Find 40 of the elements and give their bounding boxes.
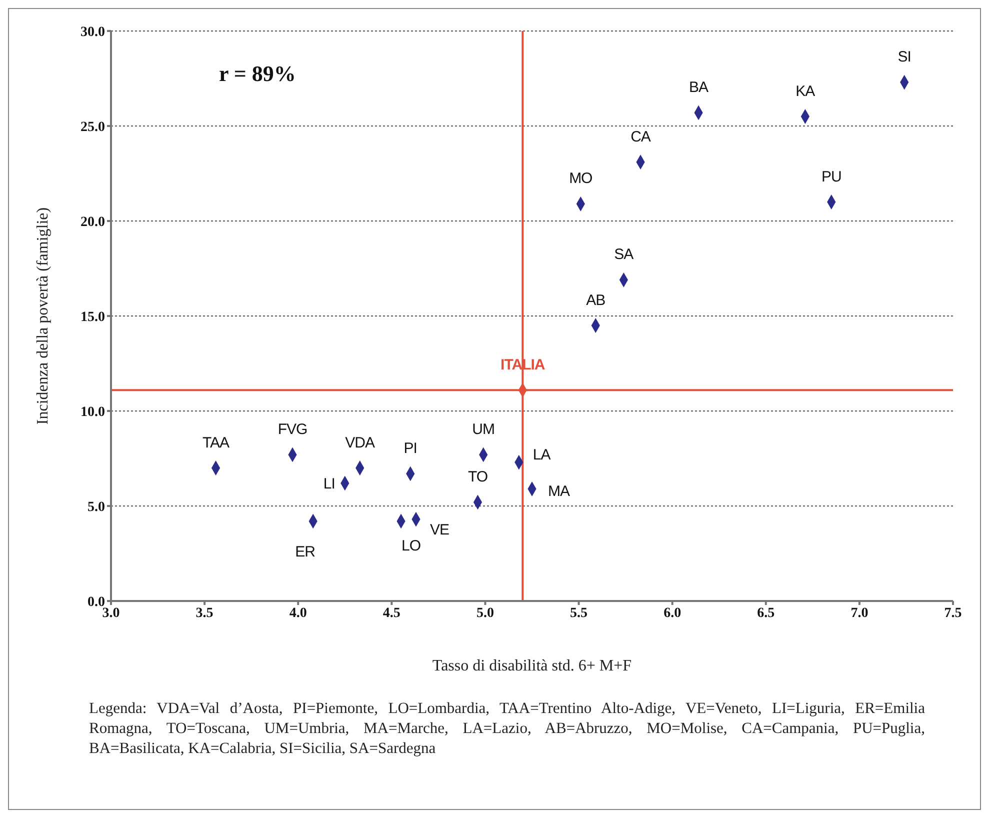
annotation: UM [472,420,495,438]
x-tick-label: 7.5 [944,606,962,621]
annotation: SA [614,246,634,264]
x-axis-title: Tasso di disabilità std. 6+ M+F [432,657,632,674]
annotation: VDA [345,434,376,452]
annotation: LO [402,537,421,554]
x-tick-label: 5.0 [476,606,494,621]
x-tick-label: 3.5 [196,606,214,621]
annotation: AB [586,292,606,309]
x-tick-label: 4.5 [382,606,400,621]
annotation: KA [796,82,816,100]
annotation: PU [821,168,842,186]
x-tick-label: 5.5 [570,606,588,621]
annotation: CA [630,128,651,146]
x-tick-label: 6.5 [757,606,775,621]
y-tick-label: 10.0 [80,404,105,420]
annotation: MA [548,483,570,500]
text: Legenda: VDA=Val d’Aosta, PI=Piemonte, LO=Lombardia, TAA=Trentino Alto-Adige, VE=Veneto, LI=Liguria, ER=Emilia Romagna, TO=Toscana, UM=Umbria, MA=Marche, LA=Lazio, AB=Abruzzo, MO=Molise, CA=Campania, PU=Puglia, BA=Basilicata, KA=Calabria, SI=Sicilia, SA=Sardegna [89,699,925,759]
x-tick-label: 4.0 [289,606,307,621]
annotation: MO [569,170,592,188]
y-tick-label: 20.0 [80,214,105,230]
x-tick-label: 7.0 [850,606,868,621]
annotation: TAA [202,434,230,452]
x-tick-label: 6.0 [664,606,682,621]
annotation: VE [430,522,450,539]
annotation: LA [532,446,551,464]
y-tick-label: 25.0 [80,120,105,135]
y-tick-label: 5.0 [88,500,105,515]
annotation: TO [468,468,488,486]
annotation: BA [689,78,709,96]
annotation: FVG [278,420,308,438]
annotation: r = 89% [219,61,296,86]
y-axis-title: Incidenza della povertà (famiglie) [34,207,52,425]
annotation: ER [295,543,316,560]
annotation: SI [898,48,911,66]
y-tick-label: 15.0 [80,310,105,325]
annotation: PI [404,440,417,457]
x-tick-label: 3.0 [102,606,120,621]
y-tick-label: 30.0 [80,24,105,40]
annotation: LI [323,475,335,492]
